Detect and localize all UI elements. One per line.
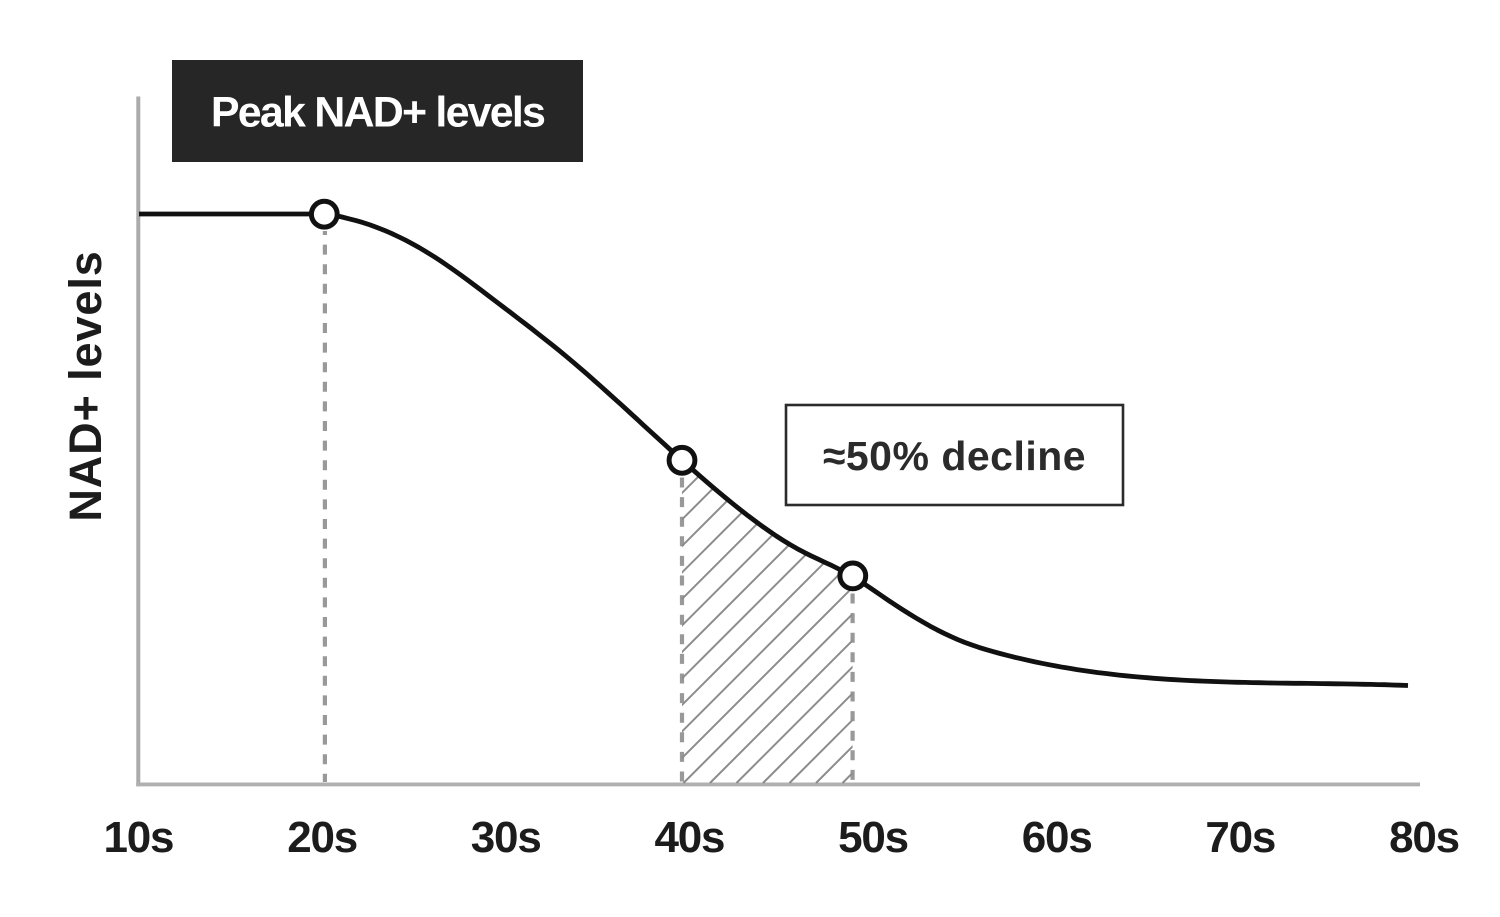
svg-text:80s: 80s bbox=[1389, 813, 1459, 862]
svg-text:50s: 50s bbox=[838, 813, 908, 862]
svg-text:20s: 20s bbox=[287, 813, 357, 862]
svg-text:70s: 70s bbox=[1205, 813, 1275, 862]
svg-text:40s: 40s bbox=[654, 813, 724, 862]
svg-text:Peak NAD+ levels: Peak NAD+ levels bbox=[211, 89, 545, 137]
svg-text:≈50% decline: ≈50% decline bbox=[823, 433, 1086, 479]
svg-text:10s: 10s bbox=[103, 813, 173, 862]
svg-text:30s: 30s bbox=[471, 813, 541, 862]
svg-text:NAD+ levels: NAD+ levels bbox=[60, 250, 111, 521]
svg-text:60s: 60s bbox=[1022, 813, 1092, 862]
